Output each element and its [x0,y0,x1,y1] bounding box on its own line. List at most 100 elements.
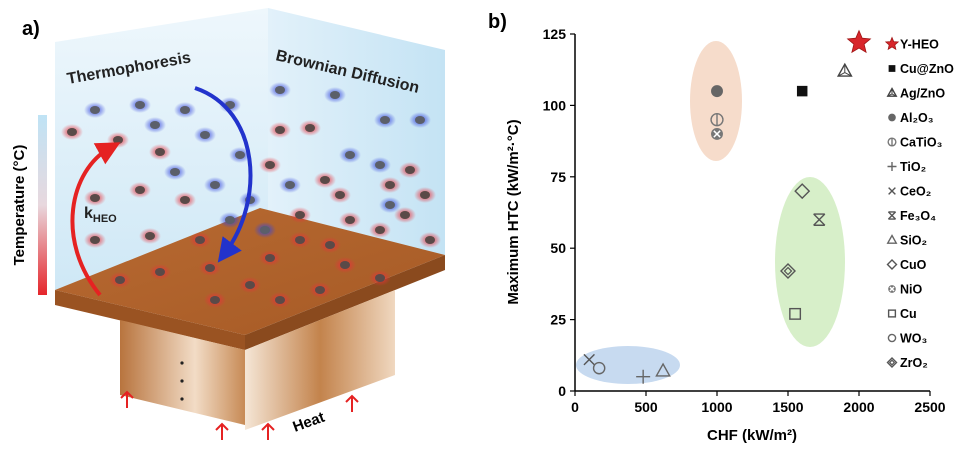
y-tick-label: 0 [558,383,566,399]
y-tick-label: 75 [550,169,566,185]
marker-part [797,86,808,97]
particle [275,296,285,304]
legend-marker [888,114,896,122]
dot [180,361,183,364]
legend-label: ZrO₂ [900,356,928,370]
particle [67,128,77,136]
legend-label: Y-HEO [900,38,939,52]
particle [180,106,190,114]
particle [405,166,415,174]
particle [385,181,395,189]
marker-part [889,65,896,72]
marker-part [888,114,896,122]
particle [115,276,125,284]
particle [113,136,123,144]
particle [210,296,220,304]
particle [145,232,155,240]
particle [265,161,275,169]
heat-label: Heat [291,409,327,436]
particle [315,286,325,294]
legend-label: CeO₂ [900,185,931,199]
y-tick-label: 125 [543,26,567,42]
marker-part [888,162,897,171]
marker-part [890,360,895,365]
particle [380,116,390,124]
particle [205,264,215,272]
legend-marker [888,334,895,341]
legend-marker [889,65,896,72]
x-tick-label: 0 [571,399,579,415]
marker-part [838,64,851,76]
marker-part [888,212,895,219]
legend-label: TiO₂ [900,160,926,174]
marker-part [889,310,896,317]
marker-part [848,31,871,53]
legend-label: CuO [900,258,927,272]
marker-part [888,260,897,269]
panel-label: a) [22,18,40,40]
legend-marker [888,89,897,97]
marker-part [886,38,898,50]
particle [225,216,235,224]
marker-part [888,236,897,244]
point [838,64,851,76]
group-ellipse [576,346,680,384]
particle [235,151,245,159]
particle [275,126,285,134]
page: a) Thermophoresis Brownian Diffusion kHE… [0,0,964,451]
particle [200,131,210,139]
legend-marker [888,236,897,244]
particle [245,281,255,289]
point [711,85,723,97]
particle [135,186,145,194]
illustration: a) Thermophoresis Brownian Diffusion kHE… [11,8,445,440]
point [711,128,723,140]
legend-label: SiO₂ [900,234,927,248]
group-ellipse [775,177,845,347]
particle [340,261,350,269]
legend-marker [886,38,898,50]
particle [90,236,100,244]
particle [265,254,275,262]
particle [335,191,345,199]
heat-arrow [216,424,228,440]
x-tick-label: 1500 [772,399,803,415]
particle [295,211,305,219]
y-tick-label: 100 [543,97,567,113]
legend-label: CaTiO₃ [900,136,943,150]
x-tick-label: 2000 [843,399,874,415]
legend-label: Fe₃O₄ [900,209,936,223]
particle [345,151,355,159]
marker-part [888,334,895,341]
legend-label: Cu@ZnO [900,62,954,76]
legend-label: Cu [900,307,917,321]
particle [320,176,330,184]
particle [285,181,295,189]
point [797,86,808,97]
particle [415,116,425,124]
particle [260,226,270,234]
legend-marker [888,138,896,146]
particle [375,161,385,169]
x-tick-label: 500 [634,399,658,415]
y-tick-label: 25 [550,312,566,328]
particle [375,274,385,282]
particle [385,201,395,209]
legend-label: WO₃ [900,332,928,346]
particle [305,124,315,132]
marker-part [888,89,897,97]
heat-arrow [262,424,274,440]
legend-marker [888,260,897,269]
particle [90,194,100,202]
particle [210,181,220,189]
legend-label: Ag/ZnO [900,87,945,101]
panel-label: b) [488,11,507,33]
particle [420,191,430,199]
particle [330,91,340,99]
legend-marker [889,310,896,317]
x-axis-label: CHF (kW/m²) [707,427,797,444]
particle [195,236,205,244]
dot [180,397,183,400]
particle [155,268,165,276]
